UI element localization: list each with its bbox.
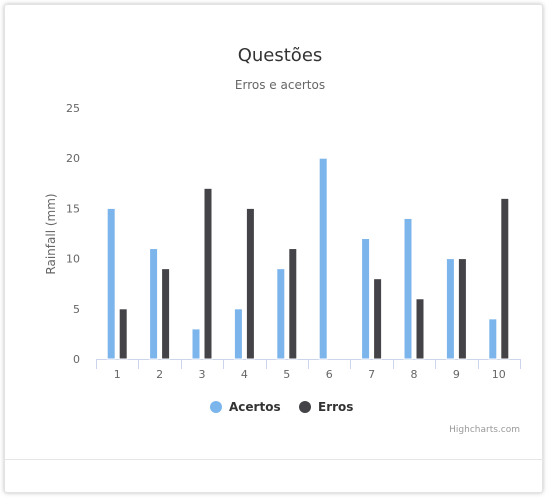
y-tick-label: 25	[66, 102, 80, 115]
x-tick-label: 3	[199, 368, 206, 381]
bar-acertos-5[interactable]	[276, 268, 286, 360]
y-axis-ticks: 0 5 10 15 20 25	[66, 102, 80, 366]
bar-acertos-4[interactable]	[233, 308, 243, 360]
y-tick-label: 10	[66, 253, 80, 266]
x-tick-label: 6	[326, 368, 333, 381]
bar-erros-10[interactable]	[500, 197, 510, 360]
y-tick-label: 20	[66, 152, 80, 165]
bar-acertos-1[interactable]	[106, 207, 116, 360]
bar-erros-5[interactable]	[288, 248, 298, 360]
bar-acertos-6[interactable]	[318, 157, 328, 360]
x-tick-label: 8	[411, 368, 418, 381]
legend-item-acertos[interactable]: Acertos	[229, 400, 281, 414]
bar-acertos-7[interactable]	[361, 238, 371, 360]
bar-acertos-2[interactable]	[149, 248, 159, 360]
x-tick-label: 5	[283, 368, 290, 381]
legend-item-erros[interactable]: Erros	[318, 400, 353, 414]
chart-card	[4, 4, 543, 493]
bar-erros-4[interactable]	[245, 207, 255, 360]
chart-subtitle: Erros e acertos	[235, 78, 325, 92]
x-tick-label: 9	[453, 368, 460, 381]
footer-divider	[5, 459, 544, 460]
x-tick-label: 7	[368, 368, 375, 381]
legend: Acertos Erros	[210, 400, 353, 414]
chart-title: Questões	[238, 45, 323, 66]
bar-erros-1[interactable]	[118, 308, 128, 360]
bar-erros-3[interactable]	[203, 187, 213, 360]
legend-marker-erros[interactable]	[299, 401, 311, 413]
x-tick-label: 4	[241, 368, 248, 381]
bar-erros-2[interactable]	[161, 268, 171, 360]
x-tick-label: 10	[492, 368, 506, 381]
credits-link[interactable]: Highcharts.com	[449, 425, 520, 435]
bar-acertos-10[interactable]	[488, 318, 498, 360]
bar-acertos-3[interactable]	[191, 328, 201, 360]
bar-acertos-9[interactable]	[445, 258, 455, 360]
y-tick-label: 5	[73, 303, 80, 316]
legend-marker-acertos[interactable]	[210, 401, 222, 413]
y-tick-label: 0	[73, 353, 80, 366]
bar-erros-7[interactable]	[373, 278, 383, 360]
x-tick-label: 1	[114, 368, 121, 381]
x-tick-label: 2	[156, 368, 163, 381]
bars	[106, 157, 510, 360]
bar-acertos-8[interactable]	[403, 217, 413, 360]
x-axis: 1 2 3 4 5 6 7 8 9 10	[96, 359, 521, 381]
bar-erros-8[interactable]	[415, 298, 425, 360]
y-tick-label: 15	[66, 202, 80, 215]
y-axis-title: Rainfall (mm)	[44, 193, 58, 274]
bar-erros-9[interactable]	[457, 258, 467, 360]
